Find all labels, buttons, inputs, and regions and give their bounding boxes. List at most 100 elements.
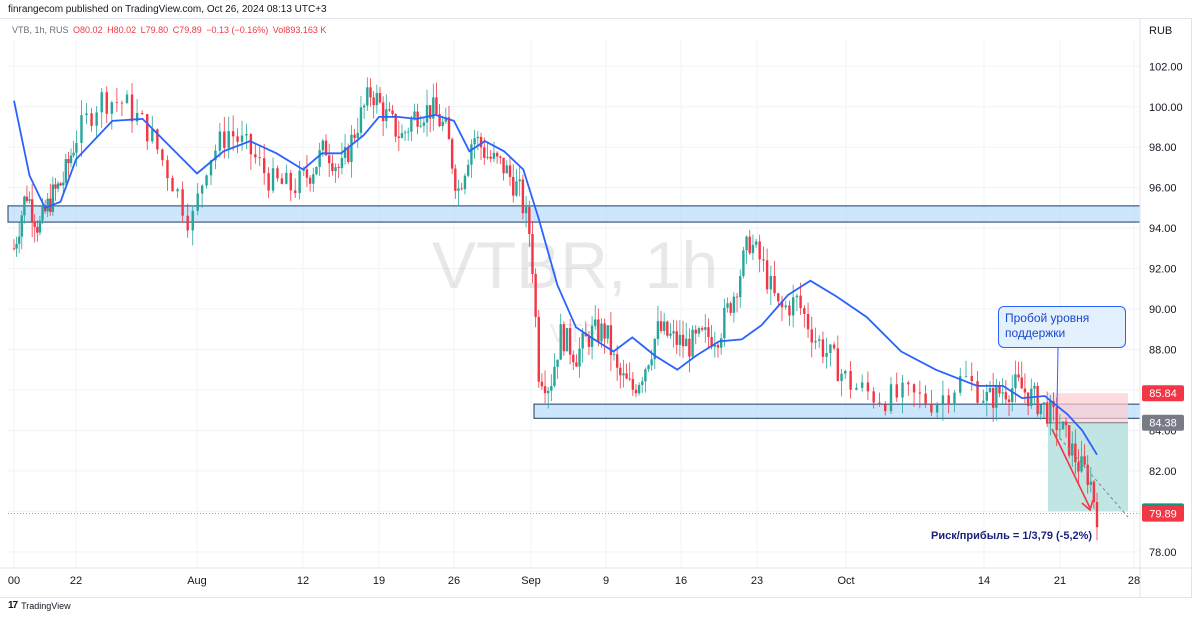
candle-body	[262, 158, 266, 174]
candle-body	[454, 168, 457, 191]
currency-label[interactable]: RUB	[1149, 25, 1173, 37]
candle-body	[457, 188, 460, 191]
candle-body	[716, 344, 720, 348]
candle-body	[125, 94, 129, 104]
candle-body	[559, 324, 562, 360]
candle-body	[30, 199, 34, 222]
candle-body	[622, 373, 625, 376]
candle-body	[385, 109, 388, 122]
candle-body	[135, 113, 139, 122]
candle-body	[765, 260, 769, 290]
candle-body	[321, 140, 325, 151]
candle-body	[489, 156, 492, 159]
support-zone	[7, 205, 1141, 223]
candle-body	[245, 134, 248, 136]
candle-body	[25, 196, 29, 201]
candle-body	[1077, 462, 1080, 472]
candle-body	[166, 160, 169, 179]
candle-body	[181, 189, 184, 216]
candle-body	[1020, 377, 1023, 389]
candle-body	[191, 210, 194, 231]
candle-body	[700, 328, 704, 330]
candle-body	[788, 305, 791, 316]
candle-body	[884, 404, 887, 412]
candle-body	[214, 150, 217, 161]
candle-body	[1042, 402, 1046, 405]
candle-body	[495, 152, 499, 157]
candle-body	[280, 178, 284, 184]
candle-body	[637, 384, 641, 394]
candle-body	[647, 365, 650, 370]
candle-body	[400, 133, 404, 138]
x-tick-label: 14	[978, 575, 990, 587]
candle-body	[1026, 392, 1030, 406]
breakdown-callout[interactable]: Пробой уровня поддержки	[998, 306, 1126, 348]
candle-body	[995, 385, 998, 408]
candle-body	[575, 362, 578, 367]
y-tick-label: 100.00	[1149, 102, 1183, 114]
candle-body	[249, 134, 253, 155]
candle-body	[419, 125, 422, 127]
candle-body	[710, 336, 713, 347]
candle-body	[80, 115, 83, 143]
candle-body	[20, 215, 23, 237]
candle-body	[1004, 392, 1008, 400]
candle-body	[38, 220, 42, 233]
candle-body	[628, 378, 631, 380]
candle-body	[672, 331, 675, 334]
candle-body	[562, 324, 566, 352]
candle-body	[855, 387, 858, 390]
candle-body	[872, 391, 875, 403]
candle-body	[366, 87, 369, 106]
candle-body	[726, 303, 729, 308]
candle-body	[428, 105, 432, 119]
candle-body	[305, 169, 309, 178]
price-label-bg	[1142, 505, 1184, 522]
candle-body	[719, 338, 723, 348]
candle-body	[675, 331, 678, 345]
candle-body	[315, 166, 318, 175]
candle-body	[492, 152, 496, 159]
callout-pointer	[1056, 347, 1059, 409]
candle-body	[403, 132, 407, 134]
candle-body	[308, 177, 312, 184]
x-tick-label: 19	[373, 575, 385, 587]
candle-body	[754, 241, 758, 245]
y-tick-label: 78.00	[1149, 547, 1177, 559]
candle-body	[512, 176, 515, 196]
candle-body	[666, 321, 669, 336]
candle-body	[12, 248, 16, 250]
chart-frame	[0, 18, 1192, 598]
candle-body	[466, 164, 470, 176]
candle-body	[930, 404, 933, 413]
candle-body	[704, 327, 707, 330]
candle-body	[1017, 374, 1020, 378]
candle-body	[28, 199, 31, 201]
candle-body	[662, 321, 666, 331]
candle-body	[41, 205, 44, 221]
candle-body	[236, 136, 239, 142]
candle-body	[1036, 385, 1039, 415]
footer-brand-text: TradingView	[21, 600, 71, 611]
candle-body	[729, 303, 732, 313]
candle-body	[600, 323, 603, 342]
candle-body	[375, 93, 379, 106]
candle-body	[1033, 385, 1036, 389]
candle-body	[1045, 402, 1049, 424]
candle-body	[1001, 392, 1004, 394]
footer-brand[interactable]: 17 TradingView	[8, 600, 71, 611]
candle-body	[56, 183, 60, 189]
candle-body	[878, 402, 881, 405]
candle-body	[1092, 481, 1096, 502]
candle-body	[388, 109, 391, 111]
candle-body	[312, 174, 315, 184]
candle-body	[829, 344, 832, 353]
publisher-line: finrangecom published on TradingView.com…	[8, 4, 327, 15]
candle-body	[528, 207, 531, 234]
candle-body	[799, 295, 802, 309]
legend-low: L79.80	[140, 25, 169, 35]
candle-body	[959, 376, 962, 393]
candle-body	[23, 196, 26, 216]
candle-body	[550, 385, 553, 391]
